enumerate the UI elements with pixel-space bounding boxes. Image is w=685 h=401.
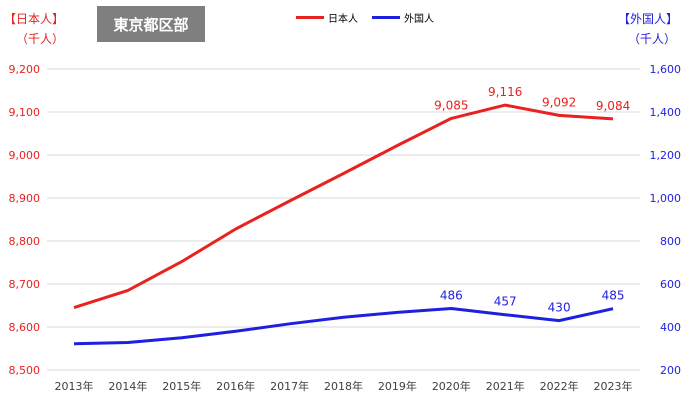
data-label: 485 xyxy=(602,289,625,303)
right-tick-label: 200 xyxy=(660,364,681,377)
x-tick-label: 2015年 xyxy=(162,379,201,393)
x-tick-label: 2020年 xyxy=(432,379,471,393)
right-axis-title: 【外国人】 xyxy=(618,12,679,26)
left-tick-label: 9,200 xyxy=(9,63,41,76)
right-tick-label: 400 xyxy=(660,321,681,334)
data-label: 457 xyxy=(494,295,517,309)
right-tick-label: 1,000 xyxy=(650,192,682,205)
right-axis-unit: （千人） xyxy=(628,32,677,46)
right-tick-label: 1,600 xyxy=(650,63,682,76)
x-tick-label: 2021年 xyxy=(486,379,525,393)
right-tick-label: 1,400 xyxy=(650,106,682,119)
x-tick-label: 2017年 xyxy=(270,379,309,393)
x-tick-label: 2019年 xyxy=(378,379,417,393)
x-tick-label: 2014年 xyxy=(108,379,147,393)
legend-label-japanese: 日本人 xyxy=(328,14,358,25)
left-axis-title: 【日本人】 xyxy=(4,12,65,26)
left-tick-label: 9,000 xyxy=(9,149,41,162)
series-line-foreign xyxy=(73,307,614,346)
data-label: 9,092 xyxy=(542,95,576,109)
legend-swatch-japanese xyxy=(296,16,324,19)
right-tick-label: 600 xyxy=(660,278,681,291)
x-tick-label: 2023年 xyxy=(594,379,633,393)
data-label: 430 xyxy=(548,301,571,315)
legend-swatch-foreign xyxy=(372,16,400,19)
left-tick-label: 8,800 xyxy=(9,235,41,248)
left-tick-label: 8,900 xyxy=(9,192,41,205)
left-tick-label: 8,500 xyxy=(9,364,41,377)
right-tick-label: 1,200 xyxy=(650,149,682,162)
data-label: 9,116 xyxy=(488,85,522,99)
legend-item-japanese: 日本人 xyxy=(296,10,358,25)
series-line-japanese xyxy=(73,103,614,310)
x-tick-label: 2016年 xyxy=(216,379,255,393)
right-tick-label: 800 xyxy=(660,235,681,248)
left-tick-label: 9,100 xyxy=(9,106,41,119)
region-label: 東京都区部 xyxy=(97,6,205,42)
legend-label-foreign: 外国人 xyxy=(404,14,434,25)
left-axis-unit: （千人） xyxy=(16,32,65,46)
x-tick-label: 2022年 xyxy=(540,379,579,393)
x-tick-label: 2013年 xyxy=(54,379,93,393)
left-tick-label: 8,700 xyxy=(9,278,41,291)
data-label: 9,085 xyxy=(434,98,468,112)
legend-item-foreign: 外国人 xyxy=(372,10,434,25)
data-label: 486 xyxy=(440,289,463,303)
left-tick-label: 8,600 xyxy=(9,321,41,334)
x-tick-label: 2018年 xyxy=(324,379,363,393)
data-label: 9,084 xyxy=(596,99,630,113)
